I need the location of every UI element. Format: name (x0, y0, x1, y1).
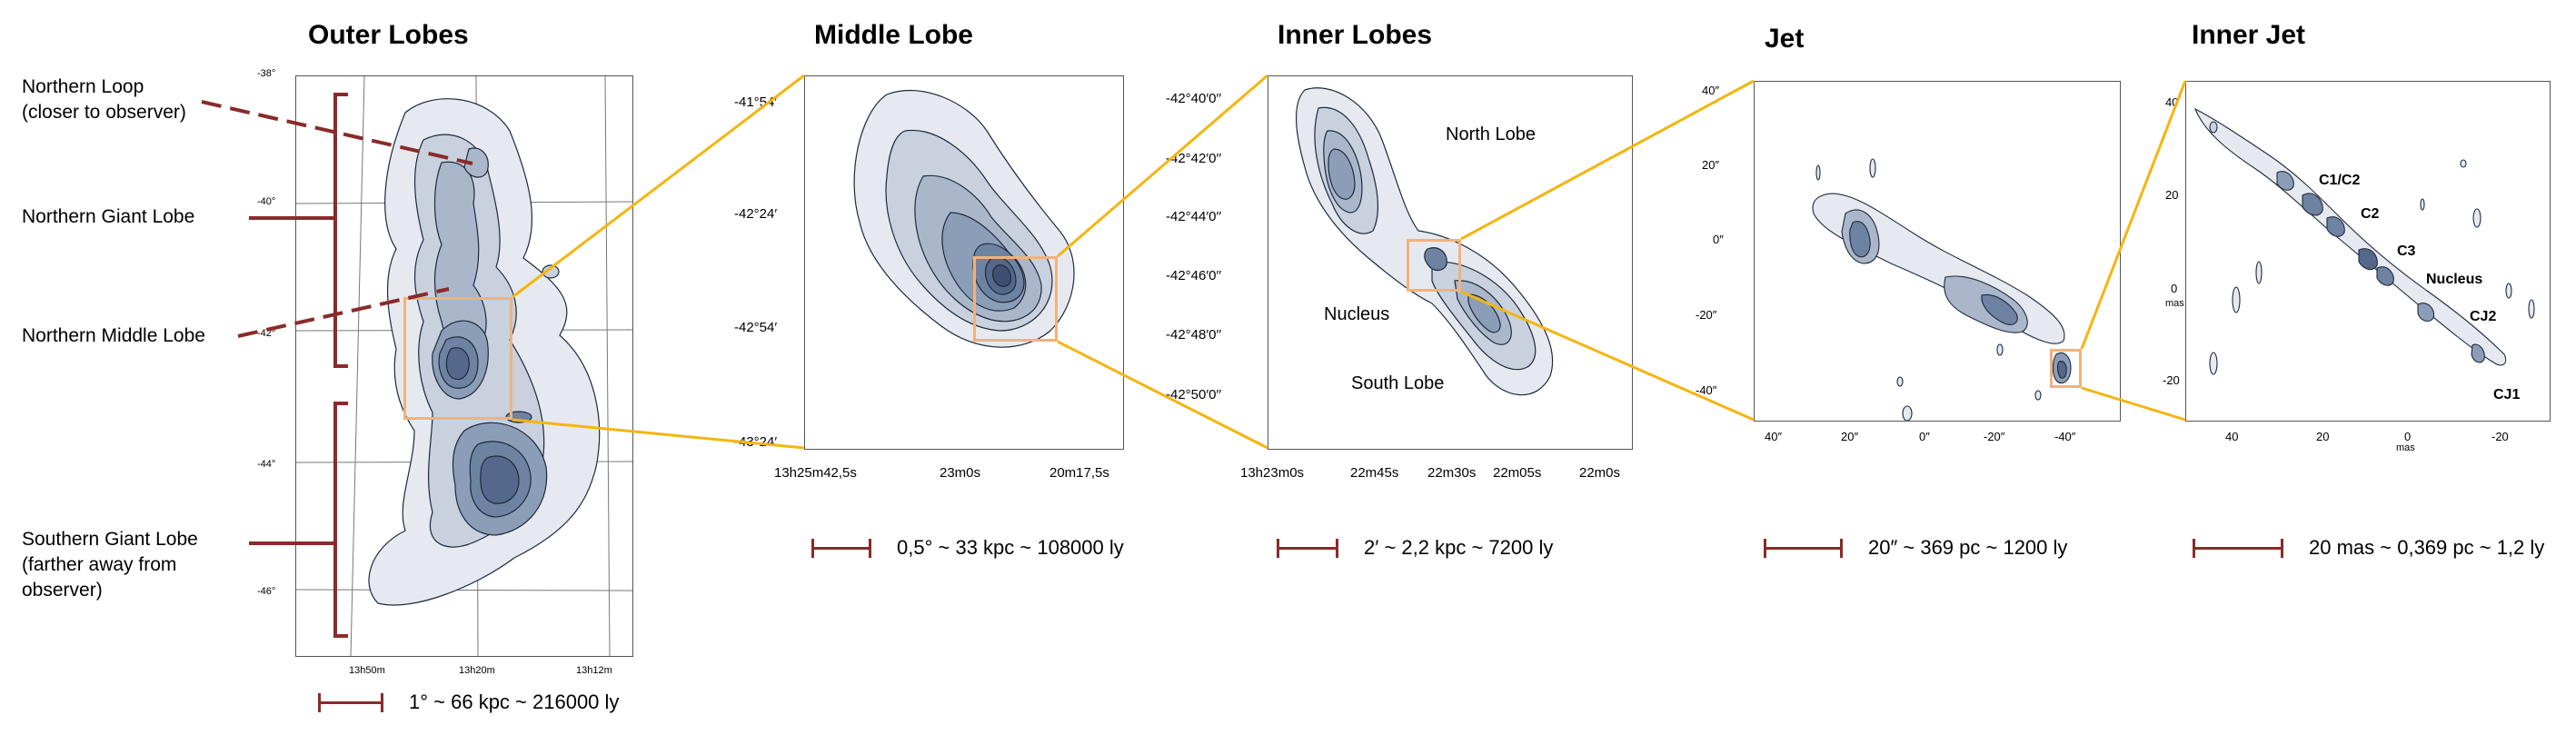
inner-y-tick-3: -42°44′0′′ (1166, 209, 1222, 224)
jet-y-tick-3: 0″ (1713, 233, 1724, 246)
south-lobe-label: South Lobe (1351, 373, 1445, 393)
inner-scale-label: 2′ ~ 2,2 kpc ~ 7200 ly (1364, 536, 1554, 559)
inner-lobes-title: Inner Lobes (1278, 20, 1433, 50)
innerjet-scale-label: 20 mas ~ 0,369 pc ~ 1,2 ly (2309, 536, 2545, 559)
innerjet-y-tick-2: 20 (2165, 188, 2179, 202)
middle-scale-label: 0,5° ~ 33 kpc ~ 108000 ly (897, 536, 1124, 559)
jet-x-tick-2: 20″ (1841, 430, 1859, 443)
inner-x-tick-2: 22m45s (1350, 465, 1399, 481)
innerjet-x-tick-4: -20 (2491, 430, 2509, 443)
inner-x-tick-1: 13h23m0s (1240, 465, 1305, 481)
inner-scale-bar: 2′ ~ 2,2 kpc ~ 7200 ly (1277, 536, 1553, 560)
inner-x-tick-3: 22m30s (1427, 465, 1477, 481)
outer-x-tick-1: 13h50m (349, 665, 385, 676)
jet-scale-label: 20″ ~ 369 pc ~ 1200 ly (1868, 536, 2068, 559)
jet-x-tick-4: -20″ (1984, 430, 2005, 443)
inner-y-tick-4: -42°46′0′′ (1166, 268, 1222, 283)
outer-lobes-contour-map (296, 76, 632, 656)
jet-y-tick-2: 20″ (1702, 158, 1720, 172)
middle-scale-line (811, 538, 871, 558)
innerjet-y-tick-1: 40 (2165, 95, 2179, 109)
innerjet-x-tick-1: 40 (2225, 430, 2239, 443)
jet-title: Jet (1765, 24, 1805, 54)
c2-label: C2 (2361, 206, 2380, 222)
northern-giant-lobe-label: Northern Giant Lobe (22, 206, 195, 227)
inner-y-tick-2: -42°42′0′′ (1166, 151, 1222, 166)
innerjet-x-tick-2: 20 (2316, 430, 2330, 443)
jet-y-tick-4: -20″ (1696, 308, 1717, 322)
jet-scale-line (1764, 538, 1843, 558)
middle-x-tick-3: 20m17,5s (1049, 465, 1109, 481)
jet-x-tick-1: 40″ (1765, 430, 1783, 443)
inner-y-tick-1: -42°40′0′′ (1166, 91, 1222, 106)
outer-y-tick-5: -46° (257, 586, 276, 597)
outer-lobes-title: Outer Lobes (308, 20, 469, 50)
jet-x-tick-3: 0″ (1919, 430, 1930, 443)
middle-lobe-title: Middle Lobe (814, 20, 973, 50)
inner-x-tick-4: 22m05s (1493, 465, 1542, 481)
innerjet-x-unit: mas (2396, 442, 2415, 453)
innerjet-x-tick-3: 0 (2404, 430, 2412, 443)
middle-x-tick-1: 13h25m42,5s (774, 465, 857, 481)
outer-zoom-box (403, 297, 512, 420)
innerjet-scale-line (2193, 538, 2283, 558)
northern-middle-lobe-label: Northern Middle Lobe (22, 325, 205, 346)
innerjet-y-unit: mas (2165, 298, 2184, 309)
innerjet-y-tick-4: -20 (2163, 373, 2180, 387)
inner-y-tick-6: -42°50′0′′ (1166, 387, 1222, 402)
middle-y-tick-1: -41°54′ (734, 94, 778, 110)
outer-y-tick-4: -44° (257, 459, 276, 470)
middle-x-tick-2: 23m0s (940, 465, 981, 481)
innerjet-scale-bar: 20 mas ~ 0,369 pc ~ 1,2 ly (2193, 536, 2544, 560)
outer-y-tick-1: -38° (257, 68, 276, 79)
jet-zoom-box (2050, 349, 2082, 388)
inner-jet-panel (2185, 81, 2551, 422)
jet-y-tick-5: -40″ (1696, 383, 1717, 397)
innerjet-y-tick-3: 0 (2171, 282, 2178, 295)
middle-zoom-box (973, 256, 1058, 342)
northern-loop-label: Northern Loop (closer to observer) (22, 76, 186, 123)
southern-giant-lobe-label: Southern Giant Lobe (farther away from o… (22, 529, 198, 601)
inner-x-tick-5: 22m0s (1579, 465, 1621, 481)
jet-x-tick-5: -40″ (2054, 430, 2076, 443)
middle-scale-bar: 0,5° ~ 33 kpc ~ 108000 ly (811, 536, 1124, 560)
outer-y-tick-3: -42° (257, 328, 276, 339)
inner-jet-contour-map (2193, 107, 2535, 375)
outer-scale-bar: 1° ~ 66 kpc ~ 216000 ly (318, 690, 619, 714)
middle-lobe-contour-map (853, 90, 1075, 348)
inner-jet-title: Inner Jet (2192, 20, 2306, 50)
middle-y-tick-3: -42°54′ (734, 320, 778, 335)
middle-y-tick-2: -42°24′ (734, 206, 778, 222)
outer-scale-label: 1° ~ 66 kpc ~ 216000 ly (409, 690, 620, 713)
inner-scale-line (1277, 538, 1338, 558)
cj2-label: CJ2 (2470, 309, 2497, 324)
outer-x-tick-2: 13h20m (459, 665, 495, 676)
north-lobe-label: North Lobe (1446, 124, 1536, 144)
jet-y-tick-1: 40″ (1702, 84, 1720, 97)
c3-label: C3 (2397, 243, 2416, 259)
jet-panel (1754, 81, 2121, 422)
cj1-label: CJ1 (2493, 387, 2521, 402)
outer-x-tick-3: 13h12m (576, 665, 612, 676)
jet-scale-bar: 20″ ~ 369 pc ~ 1200 ly (1764, 536, 2067, 560)
c1c2-label: C1/C2 (2319, 173, 2361, 188)
outer-scale-line (318, 692, 383, 712)
jet-contour-map (1812, 158, 2072, 421)
middle-lobe-panel (804, 75, 1124, 450)
nucleus-core-label: Nucleus (2426, 272, 2483, 287)
outer-y-tick-2: -40° (257, 196, 276, 207)
nucleus-label: Nucleus (1324, 304, 1390, 324)
inner-y-tick-5: -42°48′0′′ (1166, 327, 1222, 343)
inner-zoom-box (1407, 239, 1461, 292)
middle-y-tick-4: -43°24′ (734, 434, 778, 450)
